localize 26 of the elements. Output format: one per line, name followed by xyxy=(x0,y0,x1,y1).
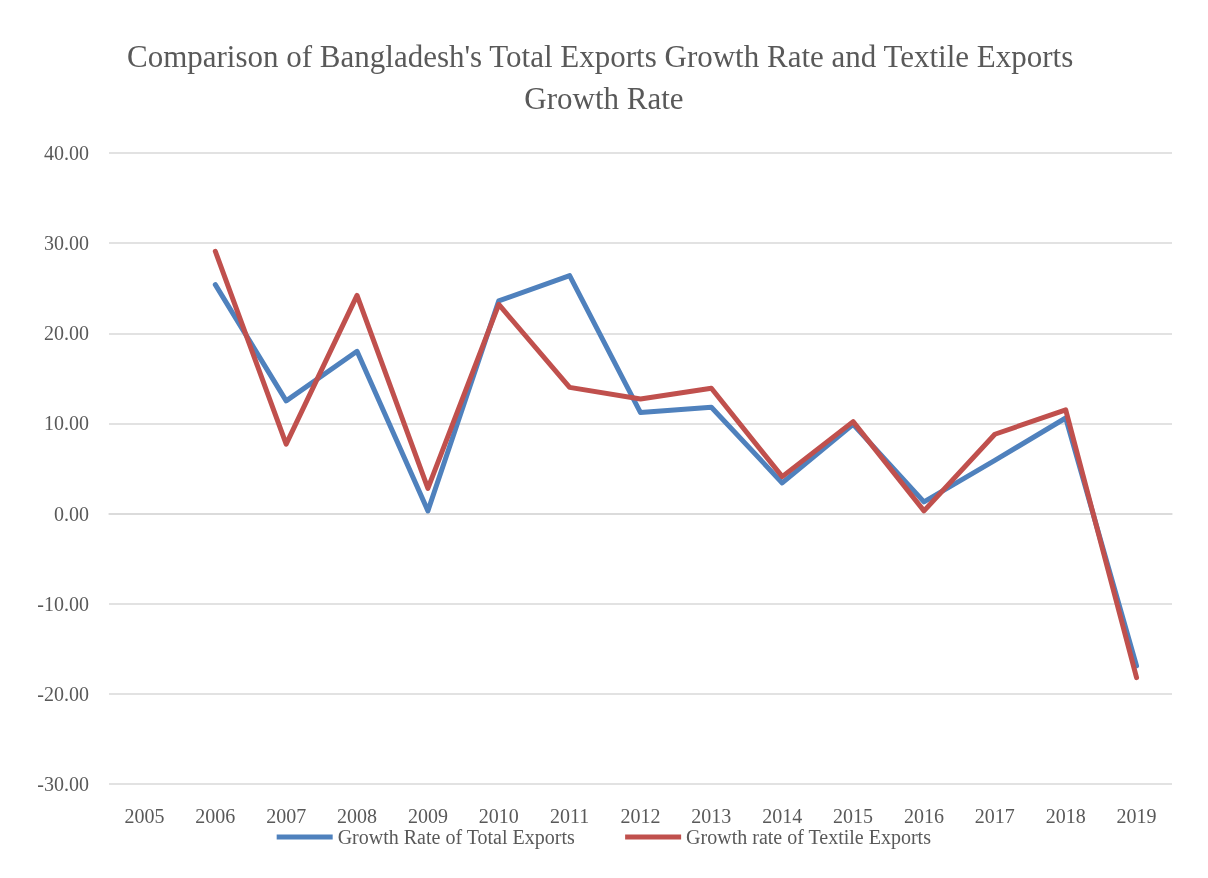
x-tick-label: 2015 xyxy=(833,805,874,827)
x-tick-label: 2008 xyxy=(337,805,378,827)
x-tick-label: 2012 xyxy=(620,805,661,827)
y-tick-label: 0.00 xyxy=(54,502,89,525)
x-tick-label: 2007 xyxy=(266,805,307,827)
x-tick-label: 2017 xyxy=(974,805,1015,827)
x-tick-label: 2006 xyxy=(195,805,236,827)
y-tick-label: 30.00 xyxy=(44,232,89,255)
x-tick-label: 2005 xyxy=(124,805,165,827)
x-tick-label: 2010 xyxy=(478,805,519,827)
y-tick-label: -10.00 xyxy=(37,592,89,615)
x-tick-label: 2016 xyxy=(903,805,944,827)
y-tick-label: -20.00 xyxy=(37,682,89,705)
legend-label: Growth Rate of Total Exports xyxy=(337,826,575,849)
y-tick-label: 40.00 xyxy=(44,142,89,164)
x-tick-label: 2014 xyxy=(762,805,803,827)
legend-label: Growth rate of Textile Exports xyxy=(686,826,932,849)
x-tick-label: 2009 xyxy=(407,805,448,827)
y-tick-label: 10.00 xyxy=(44,412,89,435)
x-tick-label: 2019 xyxy=(1116,805,1157,827)
y-tick-label: -30.00 xyxy=(37,773,89,795)
chart-title: Comparison of Bangladesh's Total Exports Growth Rate and Textile Exports Growth Rate xyxy=(126,38,1082,116)
x-tick-label: 2018 xyxy=(1045,805,1086,827)
y-tick-label: 20.00 xyxy=(44,322,89,345)
x-tick-label: 2011 xyxy=(550,805,590,827)
x-tick-label: 2013 xyxy=(691,805,732,827)
